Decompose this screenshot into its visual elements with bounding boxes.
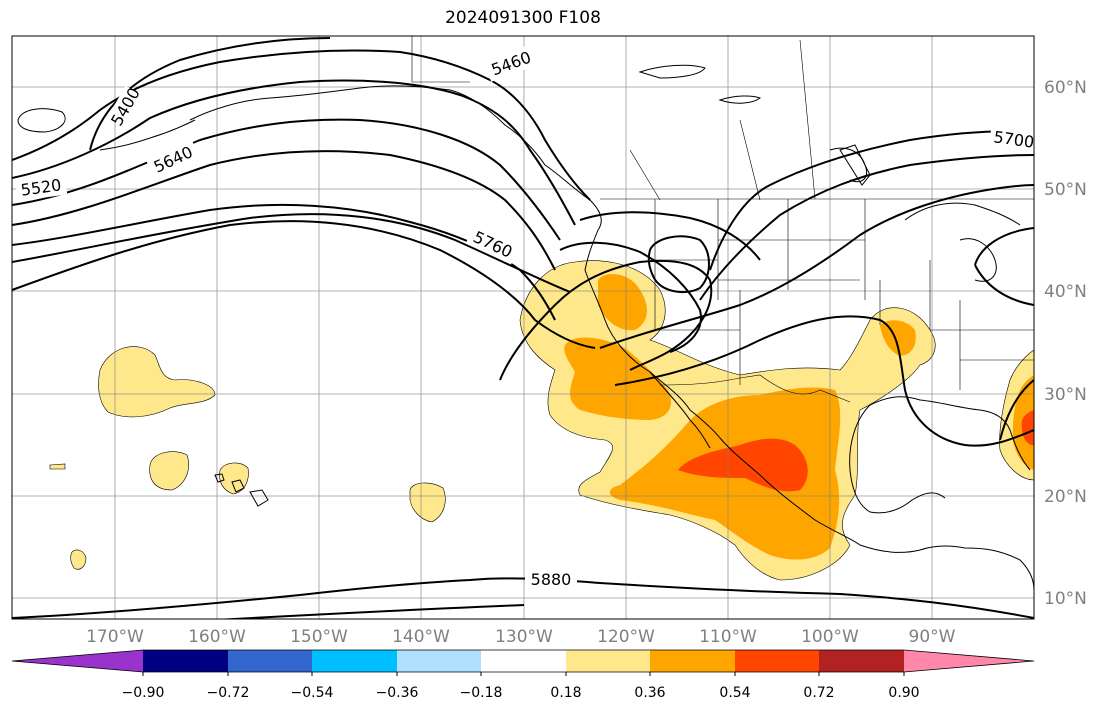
latitude-labels: 10°N 20°N 30°N 40°N 50°N 60°N <box>1044 78 1087 609</box>
lon-label: 110°W <box>699 627 757 647</box>
lon-label: 100°W <box>801 627 859 647</box>
colorbar-segment <box>566 650 650 672</box>
longitude-labels: 170°W 160°W 150°W 140°W 130°W 120°W 110°… <box>86 627 956 647</box>
lat-label: 30°N <box>1044 385 1087 405</box>
map-plot-area: 5400 5460 5520 5640 5700 5760 5880 <box>12 36 1034 619</box>
lat-label: 40°N <box>1044 282 1087 302</box>
lon-label: 170°W <box>86 627 144 647</box>
colorbar-segment <box>143 650 228 672</box>
colorbar-tick-label: −0.90 <box>122 685 165 701</box>
colorbar-tick-labels: −0.90 −0.72 −0.54 −0.36 −0.18 0.18 0.36 … <box>122 685 920 701</box>
colorbar-segment <box>735 650 819 672</box>
lat-label: 60°N <box>1044 78 1087 98</box>
colorbar-segment <box>228 650 312 672</box>
contour-labels: 5400 5460 5520 5640 5700 5760 5880 <box>14 44 1034 590</box>
lon-label: 130°W <box>495 627 553 647</box>
colorbar-tick-label: 0.90 <box>888 685 919 701</box>
colorbar <box>11 649 1035 676</box>
colorbar-tick-label: −0.54 <box>291 685 334 701</box>
colorbar-segment <box>650 650 735 672</box>
lon-label: 120°W <box>597 627 655 647</box>
lat-lon-grid <box>12 36 1034 619</box>
lat-label: 20°N <box>1044 487 1087 507</box>
colorbar-tick-label: 0.54 <box>719 685 750 701</box>
lat-label: 50°N <box>1044 180 1087 200</box>
lon-label: 150°W <box>290 627 348 647</box>
colorbar-extend-high <box>904 650 1034 672</box>
colorbar-segment <box>397 650 481 672</box>
colorbar-segment <box>819 650 904 672</box>
lat-label: 10°N <box>1044 589 1087 609</box>
colorbar-tick-label: −0.18 <box>460 685 503 701</box>
contour-label-5880: 5880 <box>531 570 572 589</box>
colorbar-tick-label: 0.72 <box>803 685 834 701</box>
map-frame <box>11 35 1035 620</box>
coastlines <box>17 64 1034 591</box>
lon-label: 90°W <box>909 627 956 647</box>
map-title: 2024091300 F108 <box>445 8 601 28</box>
colorbar-extend-low <box>12 650 143 672</box>
colorbar-segment <box>312 650 397 672</box>
lon-label: 140°W <box>392 627 450 647</box>
lon-label: 160°W <box>188 627 246 647</box>
anomaly-fill-strong <box>678 410 1034 492</box>
colorbar-tick-label: 0.36 <box>634 685 665 701</box>
colorbar-segment <box>481 650 566 672</box>
colorbar-tick-label: −0.36 <box>376 685 419 701</box>
colorbar-tick-label: −0.72 <box>207 685 250 701</box>
colorbar-tick-label: 0.18 <box>550 685 581 701</box>
